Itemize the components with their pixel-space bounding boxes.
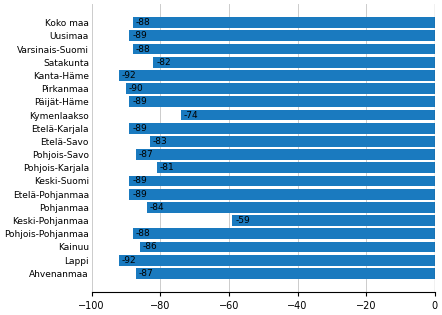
- Text: -89: -89: [132, 176, 147, 186]
- Text: -89: -89: [132, 32, 147, 40]
- Bar: [150, 136, 435, 147]
- Bar: [133, 17, 435, 28]
- Bar: [133, 228, 435, 239]
- Text: -89: -89: [132, 124, 147, 133]
- Text: -87: -87: [139, 269, 154, 278]
- Text: -82: -82: [156, 58, 171, 67]
- Text: -88: -88: [136, 18, 150, 27]
- Text: -90: -90: [129, 84, 144, 93]
- Bar: [130, 175, 435, 186]
- Bar: [130, 96, 435, 107]
- Bar: [136, 268, 435, 279]
- Bar: [119, 255, 435, 266]
- Bar: [136, 149, 435, 160]
- Bar: [140, 242, 435, 252]
- Bar: [130, 123, 435, 134]
- Text: -74: -74: [183, 111, 198, 119]
- Text: -89: -89: [132, 97, 147, 106]
- Text: -88: -88: [136, 44, 150, 54]
- Text: -88: -88: [136, 229, 150, 238]
- Text: -86: -86: [142, 243, 157, 251]
- Text: -83: -83: [153, 137, 168, 146]
- Text: -89: -89: [132, 190, 147, 199]
- Bar: [130, 189, 435, 200]
- Text: -59: -59: [235, 216, 250, 225]
- Bar: [119, 70, 435, 81]
- Bar: [153, 57, 435, 68]
- Bar: [126, 83, 435, 94]
- Bar: [133, 44, 435, 54]
- Text: -92: -92: [122, 256, 137, 265]
- Bar: [157, 162, 435, 173]
- Bar: [130, 31, 435, 41]
- Text: -87: -87: [139, 150, 154, 159]
- Text: -92: -92: [122, 71, 137, 80]
- Bar: [147, 202, 435, 213]
- Bar: [181, 110, 435, 120]
- Text: -84: -84: [149, 203, 164, 212]
- Bar: [232, 215, 435, 226]
- Text: -81: -81: [160, 163, 175, 172]
